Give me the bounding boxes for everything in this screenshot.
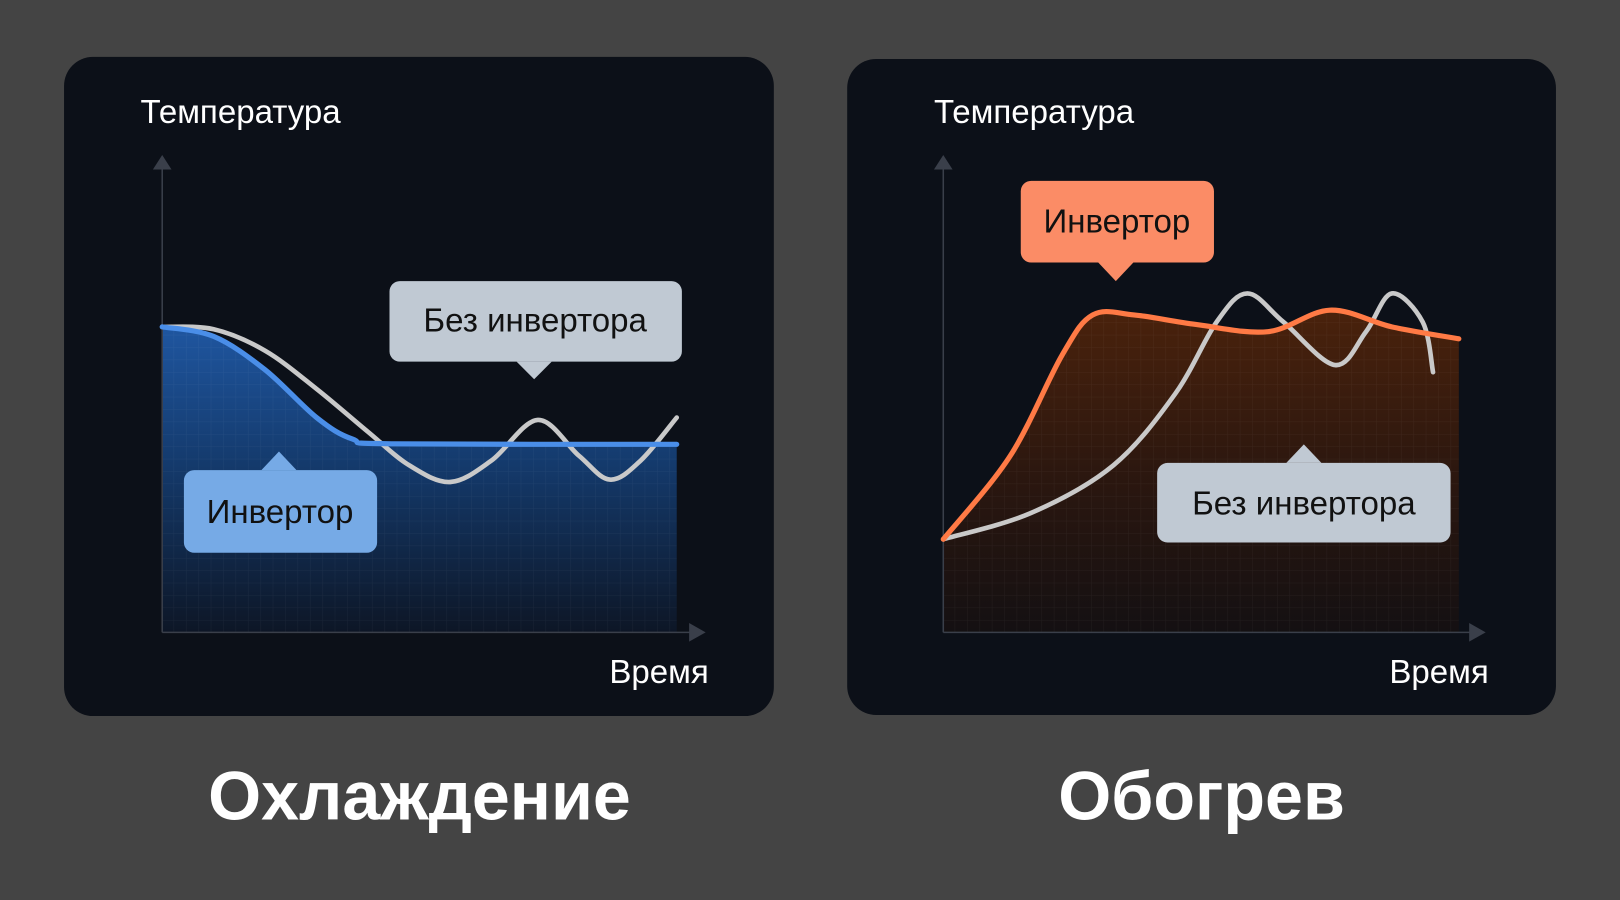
- heating-label-no-inverter: Без инвертора: [1157, 444, 1451, 543]
- heating-x-axis-label: Время: [1389, 654, 1488, 691]
- y-axis-arrow-icon: [933, 155, 953, 170]
- heating-y-axis-label: Температура: [934, 94, 1135, 131]
- x-axis-arrow-icon: [689, 623, 706, 642]
- label-pointer: [1286, 444, 1322, 463]
- label-pointer: [261, 451, 297, 471]
- label-text: Без инвертора: [423, 303, 647, 340]
- cooling-y-axis-label: Температура: [141, 94, 342, 131]
- x-axis-arrow-icon: [1469, 623, 1486, 642]
- cooling-plot: [152, 155, 706, 642]
- cooling-x-axis-label: Время: [609, 654, 708, 691]
- no-inverter-series-line: [940, 291, 1436, 542]
- inverter-series-line: [940, 307, 1462, 542]
- no-inverter-series-line: [159, 324, 680, 485]
- series-area-grid: [162, 326, 677, 633]
- inverter-series-line: [159, 324, 680, 447]
- heating-label-inverter: Инвертор: [1020, 180, 1214, 282]
- cooling-caption: Охлаждение: [208, 758, 631, 834]
- label-box: [183, 470, 378, 553]
- heating-caption: Обогрев: [1058, 758, 1345, 834]
- label-pointer: [516, 361, 552, 380]
- label-box: [389, 281, 682, 362]
- label-pointer: [1098, 262, 1134, 282]
- label-box: [1157, 462, 1451, 543]
- label-text: Инвертор: [1043, 204, 1190, 241]
- heating-panel: Температура Время Инвертор Без инвертора…: [847, 58, 1556, 834]
- cooling-panel: Температура Время Без инвертора Инвертор…: [64, 56, 774, 834]
- label-text: Без инвертора: [1192, 486, 1416, 523]
- label-text: Инвертор: [207, 494, 354, 531]
- cooling-label-inverter: Инвертор: [183, 451, 378, 553]
- cooling-label-no-inverter: Без инвертора: [389, 281, 682, 380]
- label-box: [1020, 180, 1214, 263]
- y-axis-arrow-icon: [152, 155, 172, 170]
